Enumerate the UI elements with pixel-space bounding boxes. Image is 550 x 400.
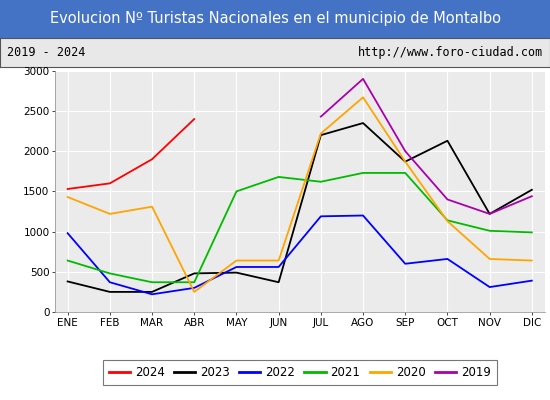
Legend: 2024, 2023, 2022, 2021, 2020, 2019: 2024, 2023, 2022, 2021, 2020, 2019 [103, 360, 497, 385]
Text: 2019 - 2024: 2019 - 2024 [7, 46, 85, 59]
Text: http://www.foro-ciudad.com: http://www.foro-ciudad.com [358, 46, 543, 59]
Text: Evolucion Nº Turistas Nacionales en el municipio de Montalbo: Evolucion Nº Turistas Nacionales en el m… [50, 12, 501, 26]
